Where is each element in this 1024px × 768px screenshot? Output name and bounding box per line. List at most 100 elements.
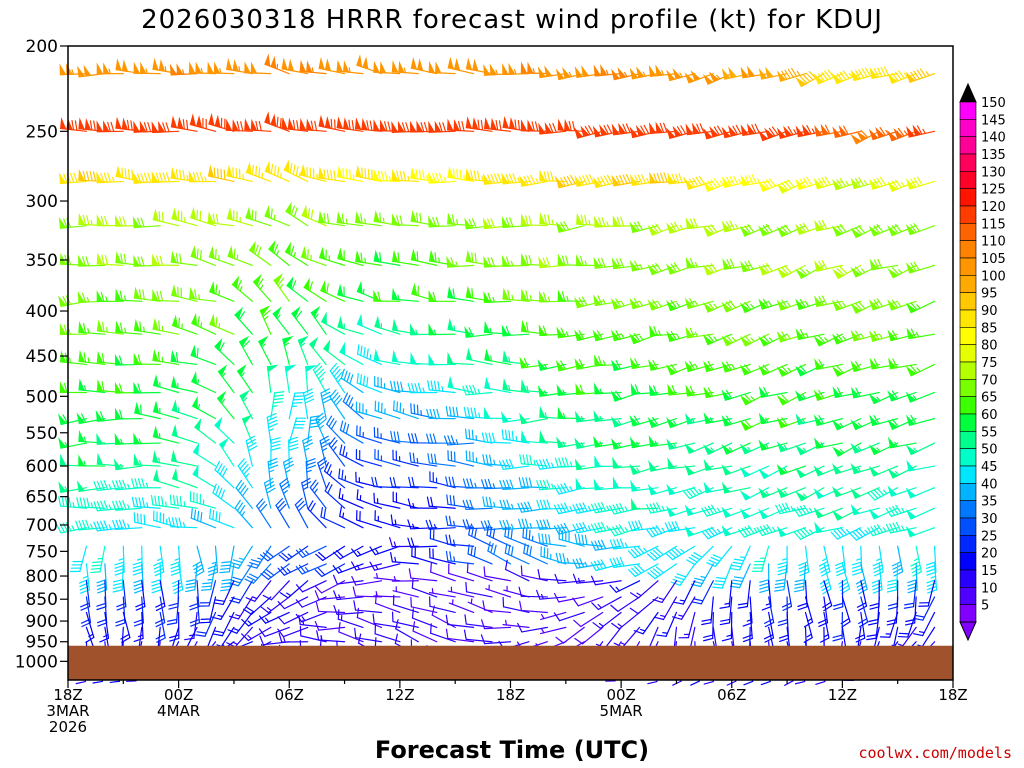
wind-barb bbox=[612, 214, 641, 227]
wind-barb bbox=[356, 373, 383, 394]
wind-barb bbox=[374, 400, 401, 420]
wind-barb bbox=[553, 592, 585, 603]
wind-barb bbox=[538, 533, 567, 547]
wind-barb bbox=[190, 206, 217, 227]
wind-barb bbox=[115, 251, 143, 266]
wind-barb bbox=[169, 63, 198, 76]
wind-barb bbox=[318, 166, 346, 183]
wind-barb bbox=[428, 587, 456, 598]
wind-barb bbox=[207, 211, 235, 227]
wind-barb bbox=[374, 375, 401, 394]
pressure-tick-label: 700 bbox=[26, 516, 58, 536]
wind-barb bbox=[199, 596, 217, 624]
wind-barb bbox=[868, 507, 899, 520]
wind-barb bbox=[867, 524, 899, 537]
wind-barb bbox=[134, 401, 161, 420]
wind-barb bbox=[430, 623, 456, 643]
wind-barb bbox=[395, 619, 419, 643]
colorbar-segment bbox=[959, 171, 977, 189]
wind-barb bbox=[502, 619, 530, 628]
time-tick-label: 18Z bbox=[938, 686, 967, 704]
wind-barb bbox=[557, 406, 585, 420]
wind-barb bbox=[241, 626, 272, 642]
colorbar-segment bbox=[959, 119, 977, 137]
wind-barb bbox=[337, 609, 364, 628]
colorbar-label: 40 bbox=[981, 477, 998, 492]
wind-barb bbox=[499, 479, 530, 491]
wind-barb bbox=[319, 246, 346, 266]
wind-barb bbox=[905, 176, 936, 190]
wind-barb bbox=[465, 581, 493, 598]
wind-barb bbox=[814, 358, 843, 371]
wind-barb bbox=[372, 613, 401, 628]
wind-barb bbox=[775, 502, 807, 515]
wind-barb bbox=[464, 614, 493, 628]
wind-barb bbox=[594, 354, 622, 367]
colorbar-segment bbox=[959, 517, 977, 536]
wind-barb bbox=[58, 496, 88, 509]
wind-barb bbox=[333, 574, 364, 585]
wind-barb bbox=[260, 563, 290, 580]
wind-barb bbox=[664, 520, 696, 533]
wind-barb bbox=[758, 178, 788, 192]
wind-barb bbox=[447, 56, 475, 75]
wind-barb bbox=[628, 563, 659, 578]
wind-barb bbox=[213, 580, 235, 606]
site-credit: coolwx.com/models bbox=[858, 744, 1012, 762]
wind-barb bbox=[288, 417, 307, 444]
wind-barb bbox=[339, 506, 364, 529]
wind-barb bbox=[171, 399, 198, 420]
time-tick-label: 00Z bbox=[606, 686, 635, 704]
wind-barb bbox=[721, 442, 751, 455]
wind-barb bbox=[170, 349, 198, 366]
wind-barb bbox=[227, 245, 253, 266]
wind-barb bbox=[482, 496, 512, 509]
colorbar-segment bbox=[959, 344, 977, 363]
wind-barb bbox=[59, 350, 88, 366]
wind-barb bbox=[609, 580, 641, 593]
wind-barb bbox=[217, 364, 235, 394]
wind-barb bbox=[194, 417, 217, 444]
wind-barb bbox=[537, 385, 567, 397]
time-tick-label: 12Z bbox=[385, 686, 414, 704]
wind-barb bbox=[268, 239, 290, 266]
wind-barb bbox=[169, 494, 198, 509]
time-tick-label: 2026 bbox=[49, 718, 87, 736]
wind-barb bbox=[168, 517, 198, 529]
wind-barb bbox=[856, 580, 868, 612]
wind-barb bbox=[793, 563, 807, 593]
wind-barb bbox=[391, 168, 419, 183]
colorbar-segment bbox=[959, 465, 977, 484]
wind-barb bbox=[356, 489, 383, 509]
wind-barb bbox=[391, 60, 419, 75]
colorbar-segment bbox=[959, 275, 977, 293]
wind-barb bbox=[557, 289, 585, 302]
wind-barb bbox=[389, 477, 419, 489]
wind-barb bbox=[866, 611, 880, 641]
wind-barb bbox=[191, 371, 217, 394]
wind-barb bbox=[721, 66, 751, 80]
wind-barb bbox=[430, 562, 456, 582]
wind-barb bbox=[830, 527, 862, 540]
wind-barb bbox=[850, 442, 880, 454]
wind-barb bbox=[428, 353, 456, 366]
wind-barb bbox=[702, 333, 733, 346]
wind-barb bbox=[831, 333, 862, 345]
wind-barb bbox=[392, 586, 419, 598]
wind-barb bbox=[208, 245, 235, 266]
wind-barb bbox=[462, 499, 493, 511]
colorbar-segment bbox=[959, 292, 977, 311]
wind-barb bbox=[239, 389, 253, 420]
wind-barb bbox=[294, 497, 309, 529]
wind-barb bbox=[758, 465, 788, 480]
wind-barb bbox=[212, 483, 235, 509]
wind-barb bbox=[300, 163, 327, 183]
wind-barb bbox=[391, 249, 419, 266]
wind-barb bbox=[115, 58, 143, 75]
wind-barb bbox=[572, 573, 604, 584]
wind-barb bbox=[282, 335, 294, 366]
wind-barb bbox=[447, 586, 475, 598]
wind-barb bbox=[113, 458, 143, 471]
wind-barb bbox=[891, 545, 904, 577]
wind-barb bbox=[447, 118, 475, 132]
